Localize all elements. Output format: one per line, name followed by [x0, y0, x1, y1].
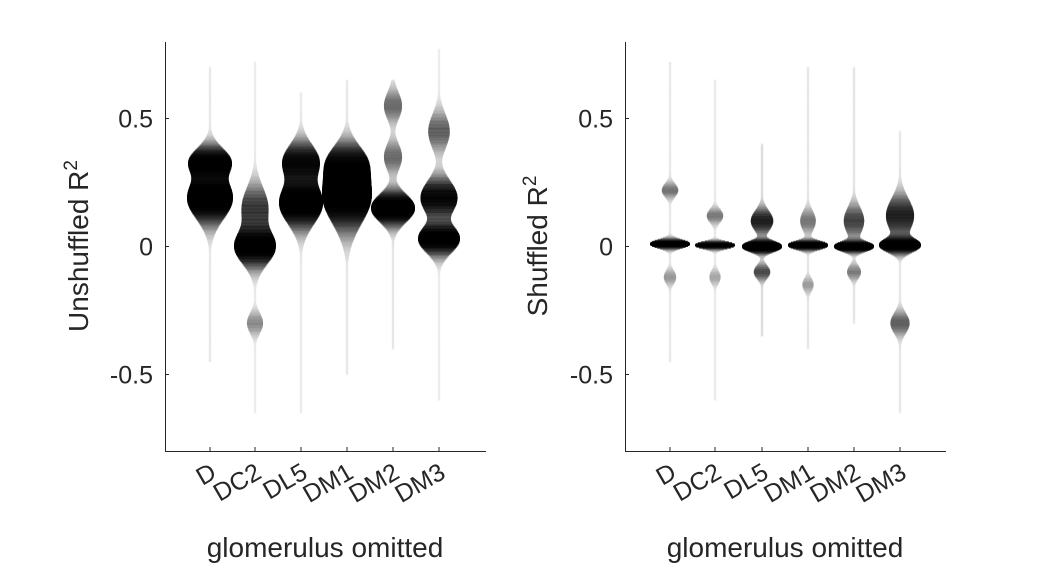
shuffled-y-label-superscript: 2	[520, 176, 541, 187]
shuffled-x-label: glomerulus omitted	[667, 532, 904, 563]
unshuffled-y-label-superscript: 2	[61, 160, 82, 171]
shuffled-x-tick-label-dm3: DM3	[851, 458, 911, 509]
shuffled-y-tick-label: 0	[599, 234, 613, 262]
unshuffled-violin-dm2	[371, 79, 415, 350]
unshuffled-violin-dl5	[279, 92, 323, 414]
unshuffled-violin-d	[187, 66, 233, 363]
unshuffled-y-label: Unshuffled R2	[61, 160, 94, 332]
unshuffled-y-label-text: Unshuffled R	[63, 171, 94, 332]
shuffled-y-label: Shuffled R2	[520, 176, 553, 317]
unshuffled-y-ticks: -0.5 0 0.5	[110, 106, 169, 389]
unshuffled-violin-dm3	[418, 48, 460, 401]
shuffled-violin-dc2	[695, 79, 735, 401]
shuffled-y-ticks: -0.5 0 0.5	[570, 106, 629, 389]
unshuffled-y-tick-label: -0.5	[110, 361, 153, 389]
unshuffled-violin-dm1	[322, 79, 372, 376]
shuffled-violins	[650, 61, 921, 414]
unshuffled-x-tick-label-dc2: DC2	[209, 458, 266, 507]
unshuffled-y-tick-label: 0.5	[118, 106, 153, 134]
shuffled-violin-dm1	[788, 66, 828, 350]
unshuffled-y-tick-label: 0	[139, 234, 153, 262]
shuffled-x-tick-label-dc2: DC2	[669, 458, 726, 507]
unshuffled-x-label: glomerulus omitted	[207, 532, 444, 563]
shuffled-y-label-text: Shuffled R	[522, 186, 553, 316]
unshuffled-violin-dc2	[234, 61, 276, 414]
shuffled-y-tick-label: -0.5	[570, 361, 613, 389]
shuffled-violin-dm2	[834, 66, 874, 325]
shuffled-violin-dm3	[879, 130, 921, 414]
shuffled-y-tick-label: 0.5	[578, 106, 613, 134]
unshuffled-x-tick-label-dm3: DM3	[390, 458, 450, 509]
shuffled-violin-dl5	[742, 143, 782, 338]
shuffled-violin-d	[650, 61, 690, 363]
unshuffled-violins	[187, 48, 460, 414]
